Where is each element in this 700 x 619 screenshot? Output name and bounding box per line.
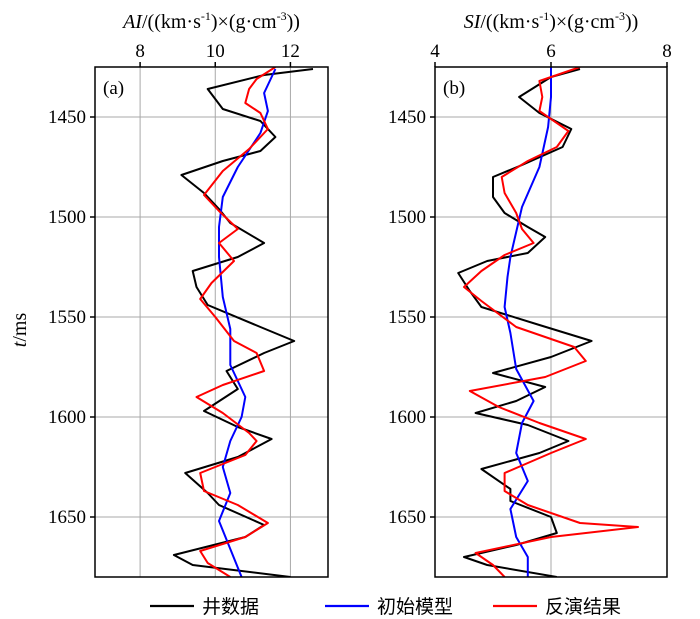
series-line-inversion [463, 67, 639, 577]
panel-b: 4 6 8 1450 1500 1550 1600 1650 (b) SI/((km·s-1)×(… [388, 9, 672, 578]
x-axis-title: SI/((km·s-1)×(g·cm-3)) [464, 9, 639, 33]
x-tick-label: 12 [281, 41, 300, 62]
legend-label: 初始模型 [377, 596, 453, 618]
y-tick-label: 1550 [48, 307, 86, 328]
y-tick-label: 1600 [388, 407, 426, 428]
series-group [172, 67, 314, 577]
y-tick-label: 1450 [48, 107, 86, 128]
y-tick-label: 1550 [388, 307, 426, 328]
y-tick-label: 1500 [48, 207, 86, 228]
panels-layer: 8 10 12 1450 1500 1550 1600 1650 (a) AI/((km·s-1)… [48, 9, 672, 578]
series-line-initial [503, 67, 552, 577]
panel-a: 8 10 12 1450 1500 1550 1600 1650 (a) AI/((km·s-1)… [48, 9, 329, 578]
x-tick-label: 8 [135, 41, 145, 62]
legend: 井数据 初始模型 反演结果 [150, 596, 621, 618]
y-tick-label: 1500 [388, 207, 426, 228]
series-line-well [457, 68, 593, 577]
y-tick-label: 1650 [388, 507, 426, 528]
x-tick-label: 6 [546, 41, 556, 62]
x-tick-label: 10 [206, 41, 225, 62]
legend-label: 反演结果 [545, 596, 621, 618]
x-tick-label: 4 [430, 41, 440, 62]
y-tick-label: 1450 [388, 107, 426, 128]
legend-item-inversion: 反演结果 [493, 596, 621, 618]
legend-label: 井数据 [202, 596, 259, 618]
x-axis-title: AI/((km·s-1)×(g·cm-3)) [121, 9, 300, 33]
panel-label: (a) [103, 78, 124, 99]
series-line-well [172, 68, 314, 577]
y-axis-title: t/ms [9, 313, 31, 348]
panel-label: (b) [443, 78, 465, 99]
legend-item-well: 井数据 [150, 596, 259, 618]
legend-item-initial: 初始模型 [325, 596, 453, 618]
series-group [457, 67, 639, 577]
y-tick-label: 1600 [48, 407, 86, 428]
plot-frame [94, 66, 329, 578]
x-tick-label: 8 [662, 41, 672, 62]
series-line-inversion [195, 67, 276, 577]
y-tick-label: 1650 [48, 507, 86, 528]
